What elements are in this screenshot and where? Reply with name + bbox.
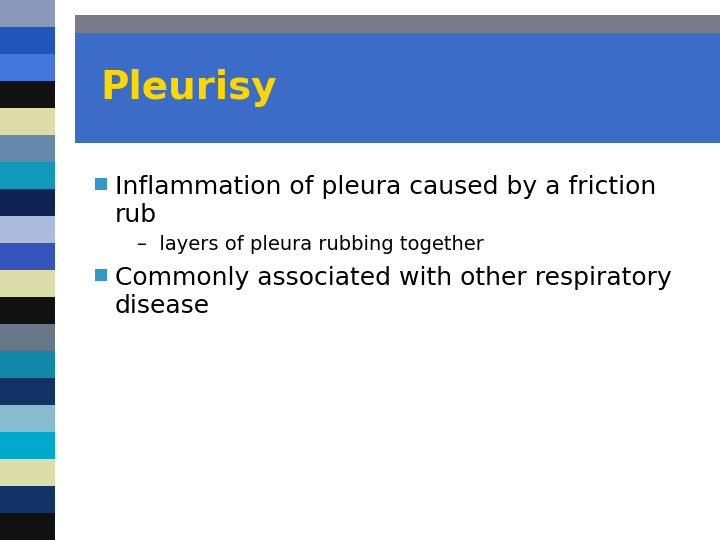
Bar [0,162,55,189]
Bar [0,513,55,540]
Bar [0,216,55,243]
Bar [0,27,55,54]
Text: disease: disease [115,294,210,318]
Bar [0,243,55,270]
Bar [0,297,55,324]
Bar [95,269,107,281]
Bar [0,459,55,486]
Bar [0,189,55,216]
Bar [0,81,55,108]
Bar [75,15,720,33]
Bar [0,351,55,378]
Bar [0,54,55,81]
Bar [0,270,55,297]
Text: Inflammation of pleura caused by a friction: Inflammation of pleura caused by a frict… [115,175,656,199]
Text: –  layers of pleura rubbing together: – layers of pleura rubbing together [137,235,484,254]
Bar [0,108,55,135]
Bar [75,33,720,143]
Bar [0,486,55,513]
Bar [0,324,55,351]
Text: Pleurisy: Pleurisy [100,69,276,107]
Text: Commonly associated with other respiratory: Commonly associated with other respirato… [115,266,672,290]
Bar [95,178,107,190]
Text: rub: rub [115,203,157,227]
Bar [0,432,55,459]
Bar [0,405,55,432]
Bar [0,0,55,27]
Bar [0,135,55,162]
Bar [0,378,55,405]
